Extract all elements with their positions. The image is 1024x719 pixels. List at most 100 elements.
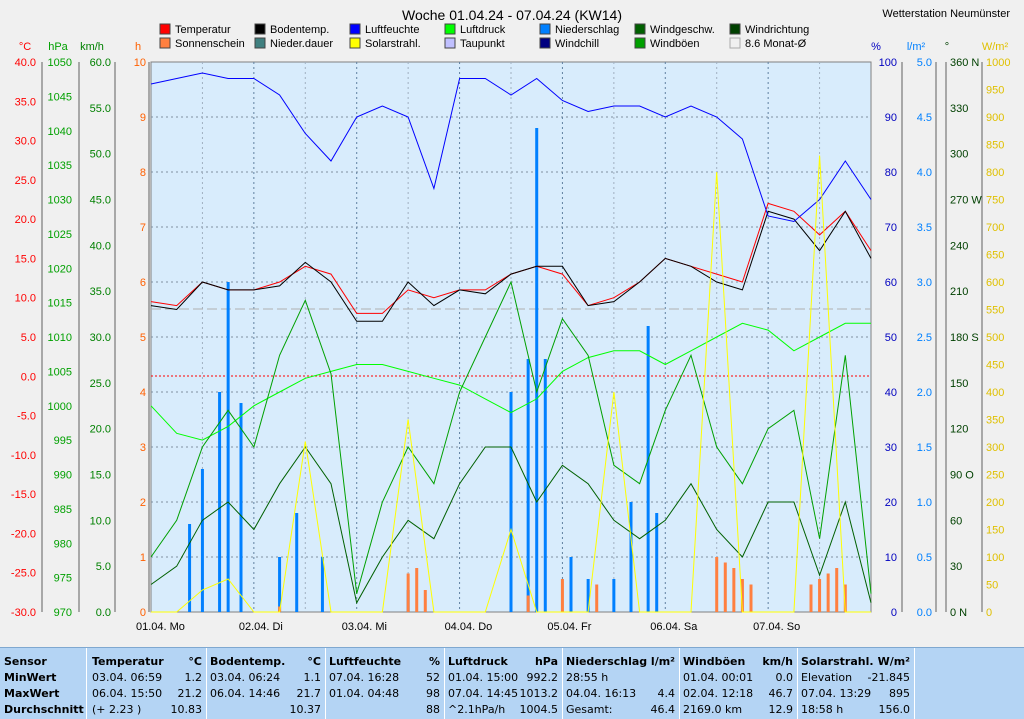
stats-label: Luftfeuchte (329, 655, 402, 668)
legend-label: Windrichtung (745, 24, 809, 36)
legend-label: Luftdruck (460, 24, 506, 36)
pressure-axis-tick: 975 (54, 573, 72, 585)
temp-axis-tick: 30.0 (15, 136, 36, 148)
hours-axis-tick: 7 (140, 222, 146, 234)
pressure-axis-tick: 985 (54, 504, 72, 516)
stats-value: 10.83 (170, 703, 203, 716)
stats-label: Temperatur (92, 655, 164, 668)
pressure-axis-tick: 980 (54, 538, 72, 550)
day-label: 03.04. Mi (342, 621, 387, 633)
stats-label: ^2.1hPa/h (448, 703, 506, 716)
stats-label: 07.04. 16:28 (329, 671, 400, 684)
legend-label: Sonnenschein (175, 38, 245, 50)
legend-swatch (159, 37, 171, 49)
stats-label: 07.04. 14:45 (448, 687, 519, 700)
solar-axis-tick: 300 (986, 442, 1004, 454)
legend-swatch (539, 23, 551, 35)
rain-bar (278, 557, 282, 612)
rain-bar (218, 392, 222, 612)
pressure-axis-tick: 990 (54, 470, 72, 482)
stats-row: 28:55 h (566, 670, 675, 686)
rain-axis-tick: 5.0 (917, 57, 932, 69)
day-label: 01.04. Mo (136, 621, 185, 633)
stats-value: -21.845 (867, 671, 910, 684)
temp-axis-tick: 5.0 (21, 332, 36, 344)
sunshine-bar (818, 579, 822, 612)
stats-value: 10.37 (289, 703, 322, 716)
legend-swatch (254, 37, 266, 49)
legend-swatch (349, 37, 361, 49)
stats-value: 0.0 (775, 671, 794, 684)
direction-axis-tick: 0 N (950, 607, 967, 619)
legend-label: Temperatur (175, 24, 231, 36)
stats-header-sensor: Sensor (4, 655, 47, 668)
hours-axis-tick: 3 (140, 442, 146, 454)
solar-axis-tick: 450 (986, 360, 1004, 372)
direction-axis-tick: 300 (950, 149, 968, 161)
temp-axis-tick: -20.0 (11, 528, 36, 540)
solar-axis-tick: 150 (986, 525, 1004, 537)
day-label: 05.04. Fr (547, 621, 591, 633)
stats-label: 01.04. 00:01 (683, 671, 754, 684)
solar-axis-tick: 350 (986, 415, 1004, 427)
stats-value: 992.2 (526, 671, 559, 684)
stats-column: Luftfeuchte% 07.04. 16:28 52 01.04. 04:48 98… (325, 648, 445, 719)
stats-row: Bodentemp. °C (210, 654, 321, 670)
rain-axis-tick: 0.0 (917, 607, 932, 619)
stats-row: Temperatur °C (92, 654, 202, 670)
day-label: 06.04. Sa (650, 621, 698, 633)
stats-label: 01.04. 04:48 (329, 687, 400, 700)
humidity-axis-tick: 0 (891, 607, 897, 619)
stats-label: 28:55 h (566, 671, 609, 684)
stats-panel: Sensor MinWert MaxWert Durchschnitt Temp… (0, 647, 1024, 719)
temp-axis-tick: -10.0 (11, 450, 36, 462)
rain-bar (200, 469, 204, 612)
solar-axis-tick: 600 (986, 277, 1004, 289)
solar-axis-tick: 650 (986, 250, 1004, 262)
rain-bar (239, 403, 243, 612)
stats-value: 1004.5 (519, 703, 559, 716)
stats-row: ^2.1hPa/h 1004.5 (448, 702, 558, 718)
wind-axis-tick: 50.0 (90, 149, 111, 161)
stats-row: 01.04. 04:48 98 (329, 686, 440, 702)
hours-axis-tick: 2 (140, 497, 146, 509)
solar-axis-tick: 750 (986, 195, 1004, 207)
solar-axis-tick: 400 (986, 387, 1004, 399)
stats-row: 07.04. 16:28 52 (329, 670, 440, 686)
pressure-axis-tick: 1000 (48, 401, 72, 413)
stats-value: °C (307, 655, 321, 668)
legend-label: Luftfeuchte (365, 24, 419, 36)
temp-axis-tick: -25.0 (11, 568, 36, 580)
legend-swatch (729, 23, 741, 35)
humidity-axis-tick: 10 (885, 552, 897, 564)
stats-row: 06.04. 15:50 21.2 (92, 686, 202, 702)
solar-axis-tick: 500 (986, 332, 1004, 344)
sunshine-bar (423, 590, 427, 612)
humidity-axis-tick: 80 (885, 167, 897, 179)
humidity-axis-tick: 20 (885, 497, 897, 509)
sunshine-bar (595, 584, 599, 612)
rain-bar (526, 359, 530, 612)
rain-axis-tick: 3.5 (917, 222, 932, 234)
pressure-axis-tick: 970 (54, 607, 72, 619)
rain-axis-tick: 4.0 (917, 167, 932, 179)
stats-label: Luftdruck (448, 655, 508, 668)
direction-axis-tick: 30 (950, 561, 962, 573)
rain-bar (535, 128, 539, 612)
legend-label: Windböen (650, 38, 700, 50)
legend-label: Nieder.dauer (270, 38, 333, 50)
stats-label: Niederschlag (566, 655, 648, 668)
solar-axis-tick: 950 (986, 85, 1004, 97)
temp-axis-tick: -15.0 (11, 489, 36, 501)
series-lines (150, 72, 872, 613)
legend-swatch (254, 23, 266, 35)
legend-swatch (729, 37, 741, 49)
stats-label: Bodentemp. (210, 655, 286, 668)
stats-column: Solarstrahl. W/m² Elevation -21.845 07.04. 1… (797, 648, 915, 719)
stats-value: 1.1 (303, 671, 322, 684)
bars (188, 128, 847, 612)
stats-row: Niederschlag l/m² (566, 654, 675, 670)
stats-row: 07.04. 14:45 1013.2 (448, 686, 558, 702)
stats-label: 2169.0 km (683, 703, 743, 716)
direction-axis-tick: 90 O (950, 470, 974, 482)
